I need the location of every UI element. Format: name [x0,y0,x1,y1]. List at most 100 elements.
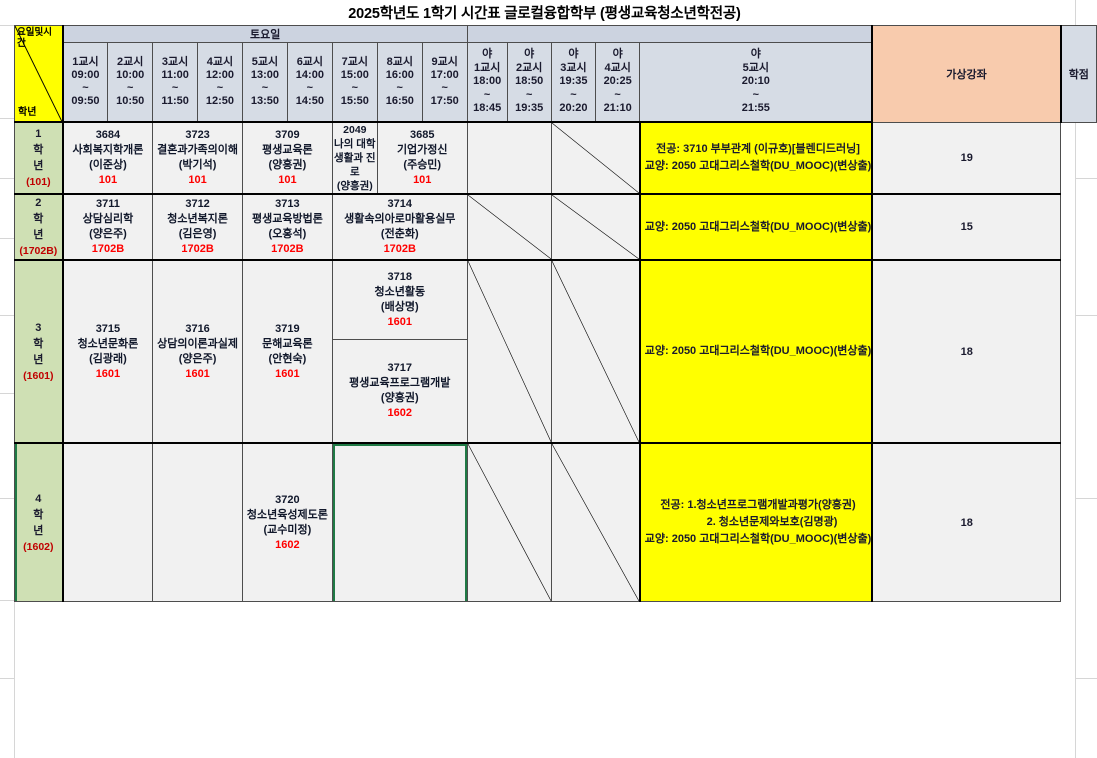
year-4-digit: 4 [35,492,42,505]
period-line: ~ [306,82,314,94]
period-line: 14:00 [295,69,324,81]
credit-cell: 19 [871,121,1062,195]
period-line: 4교시 [206,56,234,68]
period-line: 19:35 [515,102,544,115]
period-line: 6교시 [296,56,324,68]
period-line: 12:00 [205,69,235,81]
page-title: 2025학년도 1학기 시간표 글로컬융합학부 (평생교육청소년학전공) [14,0,1075,25]
period-header-7: 7교시 15:00 ~15:50 [331,42,378,123]
page-title-text: 2025학년도 1학기 시간표 글로컬융합학부 (평생교육청소년학전공) [348,6,741,22]
period-header-13: 야 4교시 20:25 ~21:10 [595,42,641,123]
period-line: 12:50 [205,95,235,107]
credit-cell: 18 [871,259,1062,444]
year-4-char2: 년 [33,524,44,537]
period-line: 5교시 [742,61,769,74]
period-line: 야 [524,48,535,61]
empty-cell[interactable] [62,442,154,602]
virtual-course-cell[interactable]: 전공: 3710 부부관계 (이규호)[블렌디드러닝] 교양: 2050 고대그… [638,121,874,195]
course-name: 사회복지학개론 [72,144,144,156]
year-row-3-top: 3 학 년 (1601) 3715 청소년문화론 (김광래) 1601 3716… [13,259,1097,444]
period-line: 4교시 [604,61,631,74]
year-1-room: (101) [26,176,51,188]
empty-cell-slashed[interactable] [550,259,641,444]
course-professor: (박기석) [178,159,217,171]
year-3-room: (1601) [23,369,54,382]
virtual-course-cell[interactable]: 전공: 1.청소년프로그램개발과평가(양흥권) 2. 청소년문제와보호(김명광)… [638,442,874,602]
empty-cell[interactable] [466,121,552,195]
course-room: 101 [188,174,207,186]
course-professor: (양흥권) [380,392,419,404]
timetable: 요일및시간 학년 토요일 가상강좌 학점 1교시 09:00 ~09:50 2교시 10… [13,25,1097,602]
period-line: 2교시 [516,61,543,74]
period-line: 야 [568,48,579,61]
credit-header: 학점 [1060,25,1097,123]
year-2-digit: 2 [35,197,42,209]
year-row-1: 1 학 년 (101) 3684 사회복지학개론 (이준상) 101 3723 … [13,121,1097,195]
virtual-course-cell[interactable]: 교양: 2050 고대그리스철학(DU_MOOC)(변상출) [638,193,874,261]
year-label-3: 3 학 년 (1601) [13,259,64,444]
credit-cell: 18 [871,442,1062,602]
period-line: 5교시 [251,56,279,68]
empty-cell-slashed[interactable] [466,259,552,444]
course-professor: (오홍석) [268,228,307,240]
year-row-2: 2 학 년 (1702B) 3711 상담심리학 (양은주) 1702B 371… [13,193,1097,261]
diagonal-icon [468,444,551,601]
empty-cell-slashed[interactable] [466,442,552,602]
course-cell[interactable]: 3718 청소년활동 (배상명) 1601 [331,259,468,340]
virtual-course-header: 가상강좌 [871,25,1062,123]
year-4-room: (1602) [23,540,54,553]
course-cell[interactable]: 3684 사회복지학개론 (이준상) 101 [62,121,154,195]
course-cell[interactable]: 3716 상담의이론과실제 (양은주) 1601 [152,259,243,444]
course-name: 청소년활동 [374,286,426,298]
period-line: 18:50 [515,75,544,88]
period-line: ~ [351,82,359,94]
course-room: 101 [413,174,432,186]
course-cell[interactable]: 3719 문해교육론 (안현숙) 1601 [241,259,333,444]
empty-cell-slashed[interactable] [550,121,641,195]
empty-cell-slashed[interactable] [466,193,552,261]
year-label-2: 2 학 년 (1702B) [13,193,64,261]
course-cell[interactable]: 3711 상담심리학 (양은주) 1702B [62,193,154,261]
year-2-char1: 학 [33,213,44,225]
course-cell[interactable]: 3685 기업가정신 (주승민) 101 [376,121,468,195]
day-banner-night [466,25,873,43]
period-line: ~ [483,88,491,101]
course-cell[interactable]: 3714 생활속의아로마활용실무 (전춘화) 1702B [331,193,468,261]
course-cell[interactable]: 3723 결혼과가족의이해 (박기석) 101 [152,121,243,195]
course-cell[interactable]: 3712 청소년복지론 (김은영) 1702B [152,193,243,261]
period-line: 16:50 [385,95,414,107]
virtual-course-cell[interactable]: 교양: 2050 고대그리스철학(DU_MOOC)(변상출) [638,259,874,444]
virtual-course-line: 교양: 2050 고대그리스철학(DU_MOOC)(변상출) [644,220,872,233]
diagonal-icon [15,26,61,121]
empty-cell-slashed[interactable] [550,193,641,261]
course-code: 2049 [343,124,367,136]
period-line: 13:00 [250,69,279,81]
period-line: ~ [127,82,134,94]
period-line: ~ [82,82,89,94]
empty-cell[interactable] [152,442,243,602]
period-header-3: 3교시 11:00 ~11:50 [152,42,198,123]
period-line: 15:50 [340,95,369,107]
course-cell[interactable]: 3715 청소년문화론 (김광래) 1601 [62,259,154,444]
period-line: ~ [171,82,179,94]
empty-cell-highlighted[interactable] [331,442,468,602]
period-line: 1교시 [72,56,99,68]
course-cell[interactable]: 3713 평생교육방법론 (오홍석) 1702B [241,193,333,261]
period-line: 21:10 [603,102,632,115]
course-cell[interactable]: 2049 나의 대학생활과 진로 (양흥권) [331,121,378,195]
course-room: 1601 [95,367,121,380]
period-line: ~ [261,82,269,94]
course-cell[interactable]: 3709 평생교육론 (양흥권) 101 [241,121,333,195]
course-cell[interactable]: 3717 평생교육프로그램개발 (양흥권) 1602 [331,339,468,444]
course-cell[interactable]: 3720 청소년육성제도론 (교수미정) 1602 [241,442,333,602]
period-line: ~ [525,88,533,101]
course-name: 상담심리학 [82,213,134,225]
period-line: 3교시 [560,61,587,74]
course-code: 3712 [185,198,210,210]
period-line: 야 [612,48,623,61]
course-code: 3718 [387,271,413,283]
year-2-char2: 년 [33,229,44,241]
empty-cell-slashed[interactable] [550,442,641,602]
course-professor: (교수미정) [263,523,312,536]
course-code: 3716 [185,322,210,335]
